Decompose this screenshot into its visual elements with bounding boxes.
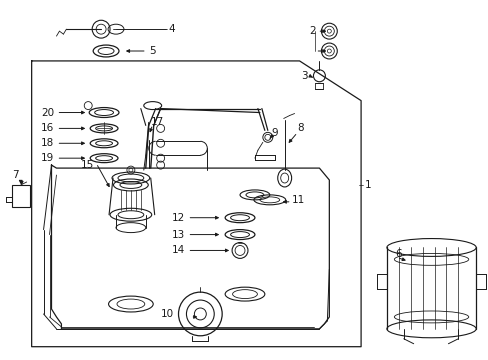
Text: 4: 4 bbox=[168, 24, 175, 34]
Text: 13: 13 bbox=[172, 230, 185, 239]
Text: 19: 19 bbox=[41, 153, 54, 163]
Text: 18: 18 bbox=[41, 138, 54, 148]
Text: 16: 16 bbox=[41, 123, 54, 134]
Text: 12: 12 bbox=[172, 213, 185, 223]
Text: 15: 15 bbox=[81, 160, 94, 170]
Text: 10: 10 bbox=[161, 309, 173, 319]
Text: 17: 17 bbox=[150, 117, 163, 127]
Text: 20: 20 bbox=[41, 108, 54, 117]
Text: 11: 11 bbox=[291, 195, 304, 205]
Text: 7: 7 bbox=[12, 170, 19, 180]
Text: 5: 5 bbox=[148, 46, 155, 56]
Text: 9: 9 bbox=[271, 129, 278, 138]
Bar bbox=[12, 185, 30, 207]
Text: 8: 8 bbox=[297, 123, 304, 134]
Text: 6: 6 bbox=[394, 249, 401, 260]
Text: 2: 2 bbox=[308, 26, 315, 36]
Text: 1: 1 bbox=[365, 180, 371, 190]
Text: 14: 14 bbox=[172, 246, 185, 256]
Text: 3: 3 bbox=[300, 71, 307, 81]
